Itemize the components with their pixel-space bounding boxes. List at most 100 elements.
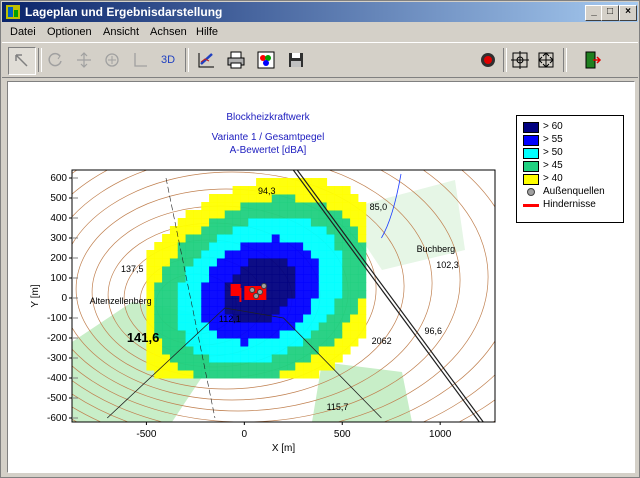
noise-cell	[342, 314, 351, 323]
save-button[interactable]	[283, 47, 309, 73]
noise-cell	[185, 226, 194, 235]
menu-ansicht[interactable]: Ansicht	[103, 26, 140, 38]
axes-button[interactable]	[127, 47, 153, 73]
y-tick-label: -400	[47, 373, 67, 384]
noise-cell	[295, 250, 304, 259]
noise-cell	[310, 306, 320, 315]
noise-cell	[193, 266, 202, 275]
noise-cell	[209, 234, 218, 243]
noise-cell	[334, 354, 343, 363]
menu-optionen[interactable]: Optionen	[47, 26, 92, 38]
select-tool-button[interactable]	[8, 47, 36, 75]
noise-cell	[350, 250, 359, 259]
menu-achsen[interactable]: Achsen	[150, 26, 187, 38]
noise-cell	[342, 298, 351, 307]
close-button[interactable]: ×	[619, 5, 637, 21]
noise-cell	[271, 194, 281, 203]
noise-cell	[310, 322, 320, 331]
noise-cell	[232, 250, 241, 259]
noise-cell	[193, 298, 202, 307]
noise-cell	[193, 330, 202, 339]
noise-cell	[177, 370, 187, 379]
exit-button[interactable]	[579, 47, 605, 73]
noise-cell	[303, 346, 312, 355]
noise-cell	[318, 218, 328, 227]
noise-cell	[232, 234, 241, 243]
noise-cell	[224, 330, 234, 339]
noise-cell	[193, 210, 202, 219]
obstacle-line-icon	[523, 204, 539, 207]
contour-line	[72, 171, 405, 401]
noise-cell	[256, 362, 265, 371]
noise-cell	[240, 346, 249, 355]
noise-cell	[224, 370, 234, 379]
noise-cell	[295, 266, 304, 275]
noise-cell	[209, 210, 218, 219]
noise-cell	[342, 306, 351, 315]
noise-cell	[193, 354, 202, 363]
noise-cell	[342, 338, 351, 347]
noise-cell	[224, 218, 234, 227]
noise-cell	[318, 322, 328, 331]
noise-cell	[209, 258, 218, 267]
fit-view-button[interactable]	[507, 47, 533, 73]
noise-cell	[287, 242, 296, 251]
noise-cell	[193, 290, 202, 299]
noise-cell	[303, 250, 312, 259]
noise-cell	[318, 298, 328, 307]
noise-cell	[169, 274, 179, 283]
plot-title-line2: Variante 1 / Gesamtpegel	[211, 132, 325, 143]
zoom-button[interactable]	[99, 47, 125, 73]
noise-map-chart[interactable]: 94,3 85,0 66,7 137,5 141,6 112,1 102,3 96,6 115,…	[8, 82, 634, 472]
3d-view-button[interactable]: 3D	[155, 47, 181, 73]
noise-cell	[295, 234, 304, 243]
noise-cell	[232, 266, 241, 275]
pan-button[interactable]	[71, 47, 97, 73]
noise-cell	[248, 218, 257, 227]
noise-cell	[162, 314, 171, 323]
noise-cell	[216, 274, 226, 283]
noise-cell	[146, 314, 155, 323]
noise-cell	[279, 250, 288, 259]
noise-cell	[303, 194, 312, 203]
print-button[interactable]	[223, 47, 249, 73]
noise-cell	[224, 258, 234, 267]
noise-cell	[310, 314, 320, 323]
noise-cell	[295, 178, 304, 187]
color-settings-button[interactable]	[253, 47, 279, 73]
noise-cell	[271, 290, 281, 299]
noise-cell	[201, 226, 210, 235]
noise-cell	[216, 322, 226, 331]
expand-view-button[interactable]	[533, 47, 559, 73]
noise-cell	[201, 218, 210, 227]
menu-hilfe[interactable]: Hilfe	[196, 26, 219, 38]
contour-line	[72, 170, 461, 422]
menu-datei[interactable]: Datei	[10, 26, 36, 38]
rotate-button[interactable]	[43, 47, 69, 73]
noise-cell	[350, 258, 359, 267]
noise-cell	[271, 282, 281, 291]
noise-cell	[162, 322, 171, 331]
noise-cell	[334, 282, 343, 291]
noise-cell	[318, 242, 328, 251]
noise-cell	[271, 274, 281, 283]
noise-cell	[271, 210, 281, 219]
pen-chart-icon	[198, 53, 214, 68]
noise-cell	[310, 234, 320, 243]
noise-cell	[295, 218, 304, 227]
noise-cell	[334, 202, 343, 211]
noise-cell	[303, 362, 312, 371]
y-tick-label: -200	[47, 333, 67, 344]
record-button[interactable]	[475, 47, 501, 73]
noise-cell	[232, 362, 241, 371]
noise-cell	[209, 226, 218, 235]
maximize-button[interactable]: □	[601, 5, 619, 21]
noise-cell	[295, 314, 304, 323]
noise-cell	[256, 314, 265, 323]
noise-cell	[342, 322, 351, 331]
noise-cell	[271, 370, 281, 379]
y-tick-label: 300	[50, 233, 67, 244]
edit-plot-button[interactable]	[193, 47, 219, 73]
noise-cell	[271, 266, 281, 275]
